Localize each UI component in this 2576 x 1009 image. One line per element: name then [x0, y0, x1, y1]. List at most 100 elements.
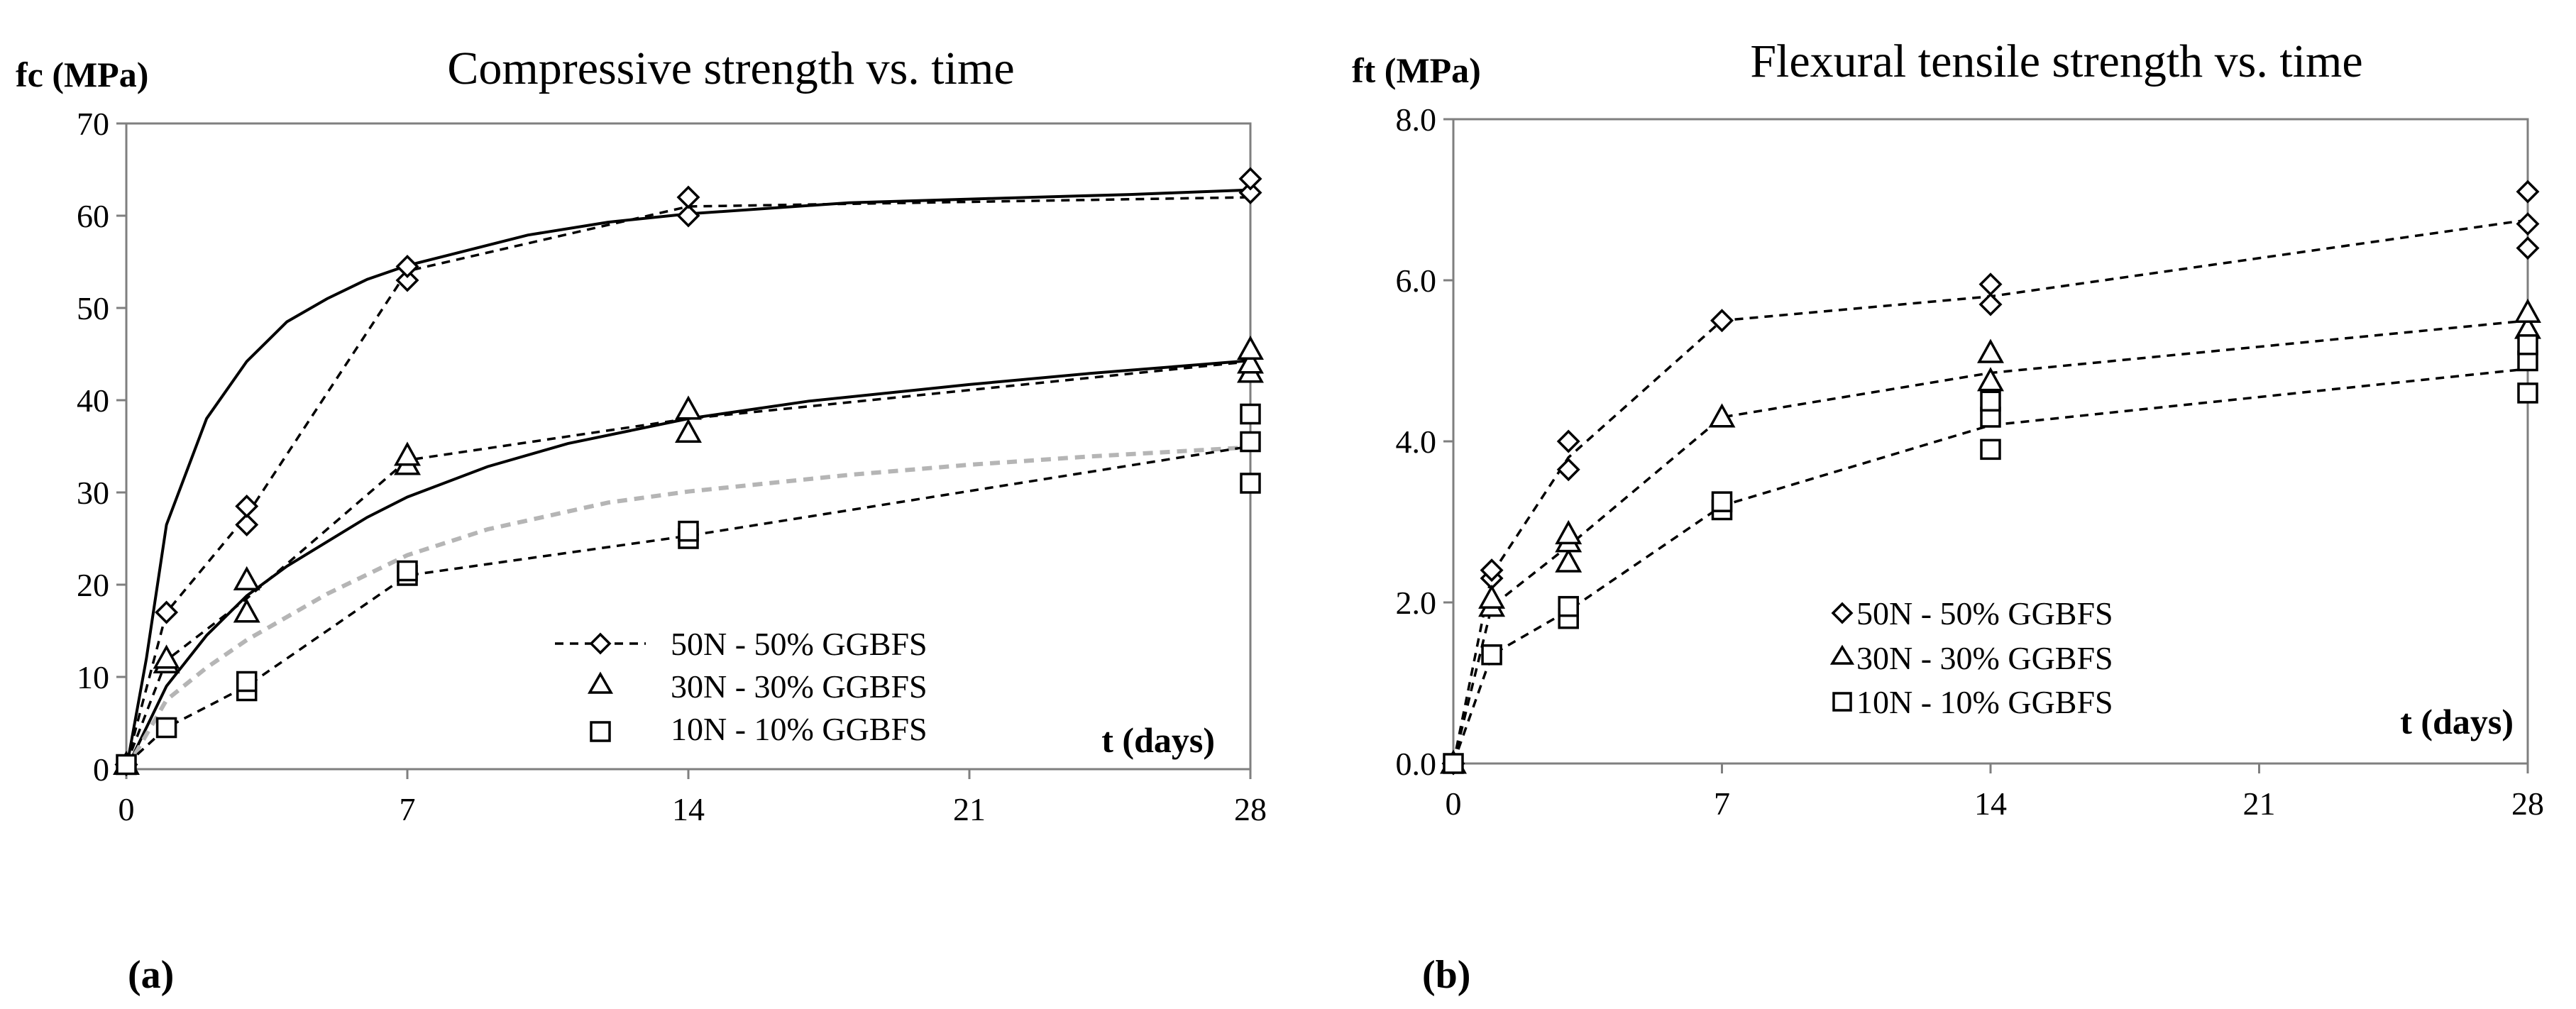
- chart-a-ytick-label: 0: [93, 751, 109, 788]
- chart-b-point-30n: [1977, 338, 2004, 363]
- chart-b-legend-label-30n: 30N - 30% GGBFS: [1856, 640, 2113, 676]
- chart-b-legend-marker-10n: [1832, 692, 1852, 712]
- chart-a-point-50n: [235, 495, 259, 518]
- chart-b-point-10n: [1558, 595, 1579, 617]
- chart-a-ytick-label: 40: [77, 382, 109, 419]
- chart-a-point-50n: [395, 255, 419, 278]
- chart-a-point-30n: [153, 644, 180, 669]
- chart-a-xlabel: t (days): [1101, 720, 1215, 760]
- chart-a-legend-marker-30n: [587, 671, 614, 694]
- chart-b-tick-group: 0.0 2.0 4.0 6.0 8.0 0 7 14 21 28: [1396, 101, 2545, 822]
- chart-b-legend-label-10n: 10N - 10% GGBFS: [1856, 684, 2113, 720]
- chart-b-series-line-30n: [1452, 319, 2528, 764]
- chart-a-point-10n: [678, 520, 699, 542]
- chart-a-point-30n: [675, 395, 702, 420]
- chart-panel-a: Compressive strength vs. time fc (MPa) t…: [16, 43, 1267, 997]
- chart-b-point-30n: [1555, 519, 1583, 545]
- chart-b-ytick-label: 0.0: [1396, 746, 1437, 782]
- chart-a-fit-curve-10n: [124, 445, 1251, 771]
- chart-b-point-50n: [1710, 309, 1734, 333]
- chart-panel-b: Flexural tensile strength vs. time ft (M…: [1352, 35, 2544, 997]
- chart-a-ytick-label: 50: [77, 290, 109, 326]
- chart-b-point-30n: [2514, 298, 2541, 323]
- chart-b-point-50n: [2516, 180, 2540, 204]
- chart-a-legend-label-50n: 50N - 50% GGBFS: [671, 626, 928, 662]
- chart-a-ytick-label: 30: [77, 475, 109, 511]
- chart-a-point-30n: [1237, 335, 1264, 360]
- chart-b-series-line-10n: [1452, 368, 2528, 764]
- chart-a-ytick-label: 60: [77, 198, 109, 234]
- chart-a-series-group: [113, 167, 1264, 776]
- chart-b-series-line-50n: [1452, 219, 2528, 764]
- chart-b-panel-label: (b): [1422, 953, 1470, 997]
- chart-b-point-30n: [1478, 584, 1506, 609]
- chart-b-point-10n: [1980, 390, 2001, 412]
- chart-b-xtick-label: 21: [2243, 785, 2276, 822]
- chart-b-title: Flexural tensile strength vs. time: [1750, 35, 2362, 87]
- chart-a-legend: 50N - 50% GGBFS 30N - 30% GGBFS 10N - 10…: [555, 626, 928, 747]
- chart-a-point-30n: [233, 598, 260, 623]
- chart-b-xtick-label: 0: [1446, 785, 1462, 822]
- chart-a-point-50n: [676, 185, 700, 209]
- chart-a-xtick-label: 14: [672, 791, 705, 827]
- chart-b-point-50n: [1978, 272, 2003, 297]
- chart-a-legend-marker-50n: [589, 632, 612, 655]
- chart-a-point-30n: [1237, 349, 1264, 374]
- chart-b-ytick-label: 8.0: [1396, 101, 1437, 138]
- chart-a-point-10n: [1240, 473, 1261, 494]
- chart-b-point-10n: [1481, 644, 1502, 666]
- chart-a-xtick-label: 0: [119, 791, 135, 827]
- chart-b-series-group: [1440, 180, 2541, 776]
- chart-a-point-50n: [155, 600, 179, 624]
- chart-a-point-10n: [1240, 431, 1261, 453]
- chart-b-xtick-label: 7: [1714, 785, 1730, 822]
- chart-a-legend-label-30n: 30N - 30% GGBFS: [671, 668, 928, 705]
- chart-a-point-10n: [155, 717, 177, 739]
- chart-b-point-10n: [1980, 439, 2001, 461]
- chart-a-xtick-label: 28: [1234, 791, 1267, 827]
- chart-a-legend-label-10n: 10N - 10% GGBFS: [671, 711, 928, 747]
- chart-a-ytick-label: 70: [77, 106, 109, 142]
- chart-b-ytick-label: 4.0: [1396, 424, 1437, 460]
- chart-a-point-30n: [675, 418, 702, 443]
- chart-a-series-line-50n: [125, 196, 1251, 765]
- chart-a-panel-label: (a): [128, 953, 174, 997]
- chart-b-point-50n: [2516, 236, 2540, 260]
- chart-a-point-50n: [395, 268, 419, 292]
- chart-b-point-50n: [1556, 458, 1580, 482]
- chart-a-point-10n: [116, 754, 137, 776]
- chart-a-point-10n: [236, 671, 258, 693]
- chart-b-point-30n: [1555, 548, 1583, 573]
- chart-a-legend-marker-10n: [590, 721, 611, 742]
- chart-a-title: Compressive strength vs. time: [447, 43, 1014, 94]
- chart-b-xlabel: t (days): [2400, 702, 2514, 741]
- chart-b-point-30n: [1708, 403, 1736, 428]
- chart-b-point-30n: [1977, 367, 2004, 392]
- chart-a-point-30n: [233, 566, 260, 591]
- chart-b-point-50n: [2516, 212, 2540, 236]
- chart-b-point-10n: [1443, 753, 1464, 774]
- chart-a-xtick-label: 21: [953, 791, 986, 827]
- chart-b-point-50n: [1480, 558, 1504, 583]
- chart-b-point-10n: [2517, 382, 2538, 404]
- chart-a-point-10n: [1240, 403, 1261, 425]
- chart-a-fit-curve-30n: [125, 359, 1251, 770]
- chart-b-legend-marker-50n: [1831, 602, 1854, 624]
- chart-a-point-10n: [397, 560, 418, 582]
- chart-a-ytick-label: 10: [77, 659, 109, 695]
- chart-b-ylabel: ft (MPa): [1352, 50, 1481, 90]
- chart-a-point-50n: [235, 513, 259, 536]
- chart-b-ytick-label: 2.0: [1396, 585, 1437, 621]
- chart-a-fit-curve-50n: [125, 188, 1251, 770]
- chart-a-point-30n: [394, 441, 421, 466]
- chart-a-ytick-label: 20: [77, 567, 109, 603]
- chart-b-xtick-label: 14: [1974, 785, 2007, 822]
- chart-a-point-50n: [1238, 167, 1262, 191]
- chart-b-legend-label-50n: 50N - 50% GGBFS: [1856, 595, 2113, 632]
- chart-a-point-50n: [1238, 181, 1262, 204]
- chart-a-ylabel: fc (MPa): [16, 55, 148, 94]
- chart-a-xtick-label: 7: [400, 791, 416, 827]
- chart-a-series-line-30n: [125, 360, 1251, 766]
- chart-b-point-50n: [1556, 429, 1580, 453]
